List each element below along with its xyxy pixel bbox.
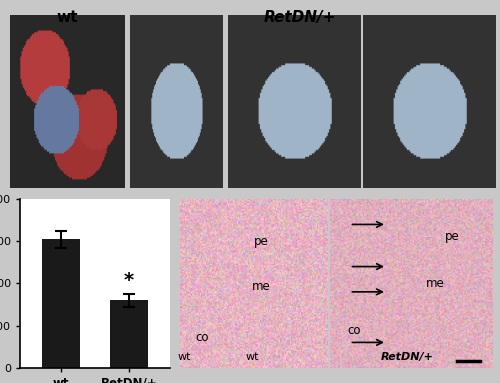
Text: RetDN/+: RetDN/+ bbox=[264, 10, 336, 25]
Text: co: co bbox=[348, 324, 361, 337]
Text: wt: wt bbox=[246, 352, 259, 362]
Text: pe: pe bbox=[254, 235, 268, 248]
Text: me: me bbox=[252, 280, 270, 293]
Text: co: co bbox=[196, 331, 209, 344]
Text: *: * bbox=[124, 271, 134, 290]
Text: me: me bbox=[426, 277, 445, 290]
Bar bbox=[110, 300, 148, 368]
Text: RetDN/+: RetDN/+ bbox=[381, 352, 434, 362]
Bar bbox=[42, 239, 80, 368]
Text: wt: wt bbox=[57, 10, 78, 25]
Text: wt: wt bbox=[178, 352, 191, 362]
Text: pe: pe bbox=[444, 230, 460, 243]
